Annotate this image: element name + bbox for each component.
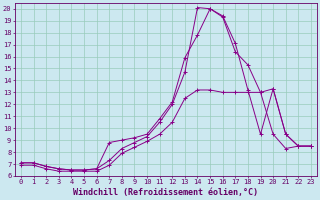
X-axis label: Windchill (Refroidissement éolien,°C): Windchill (Refroidissement éolien,°C) (74, 188, 259, 197)
